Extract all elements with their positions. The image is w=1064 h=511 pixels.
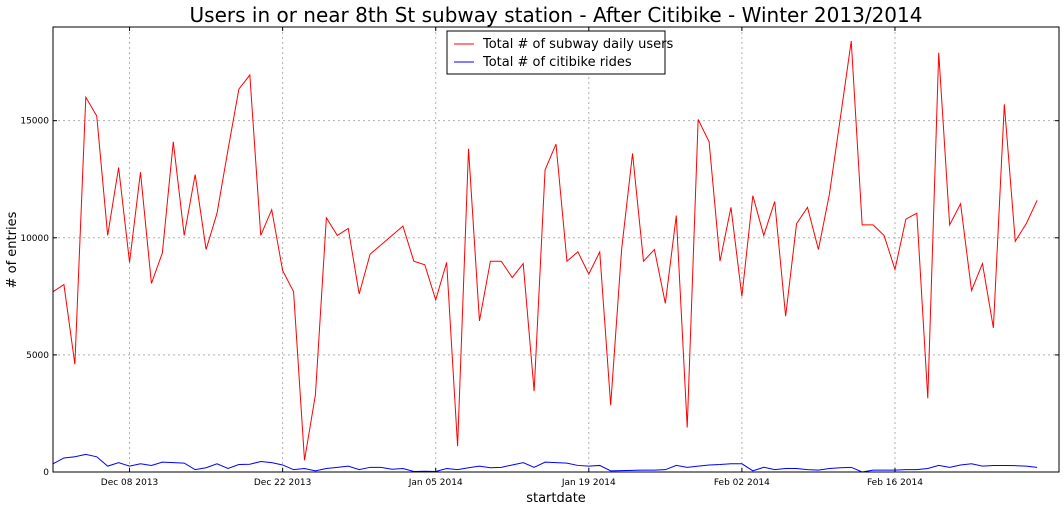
legend-label-subway: Total # of subway daily users [482,37,673,52]
grid-layer [53,27,1059,472]
y-tick-label: 5000 [26,351,49,361]
x-tick-label: Jan 05 2014 [408,478,463,488]
subway-users-line [52,40,1038,461]
legend-box [446,30,666,75]
x-tick-label: Feb 16 2014 [867,478,923,488]
y-tick-label: 15000 [20,117,49,127]
legend: Total # of subway daily users Total # of… [446,30,673,75]
y-tick-label: 10000 [20,234,49,244]
chart-title: Users in or near 8th St subway station -… [190,3,923,27]
legend-label-citibike: Total # of citibike rides [482,55,632,70]
y-tick-label: 0 [43,468,49,478]
plot-frame [52,26,1060,473]
x-tick-label: Jan 19 2014 [561,478,616,488]
citibike-rides-line [52,453,1038,473]
series-layer [52,40,1038,473]
x-tick-label: Feb 02 2014 [714,478,770,488]
y-axis-label: # of entries [5,211,20,288]
tick-layer: Dec 08 2013 Dec 22 2013 Jan 05 2014 Jan 19 … [20,27,1059,488]
x-axis-label: startdate [526,491,586,506]
x-tick-label: Dec 22 2013 [254,478,312,488]
x-tick-label: Dec 08 2013 [101,478,159,488]
